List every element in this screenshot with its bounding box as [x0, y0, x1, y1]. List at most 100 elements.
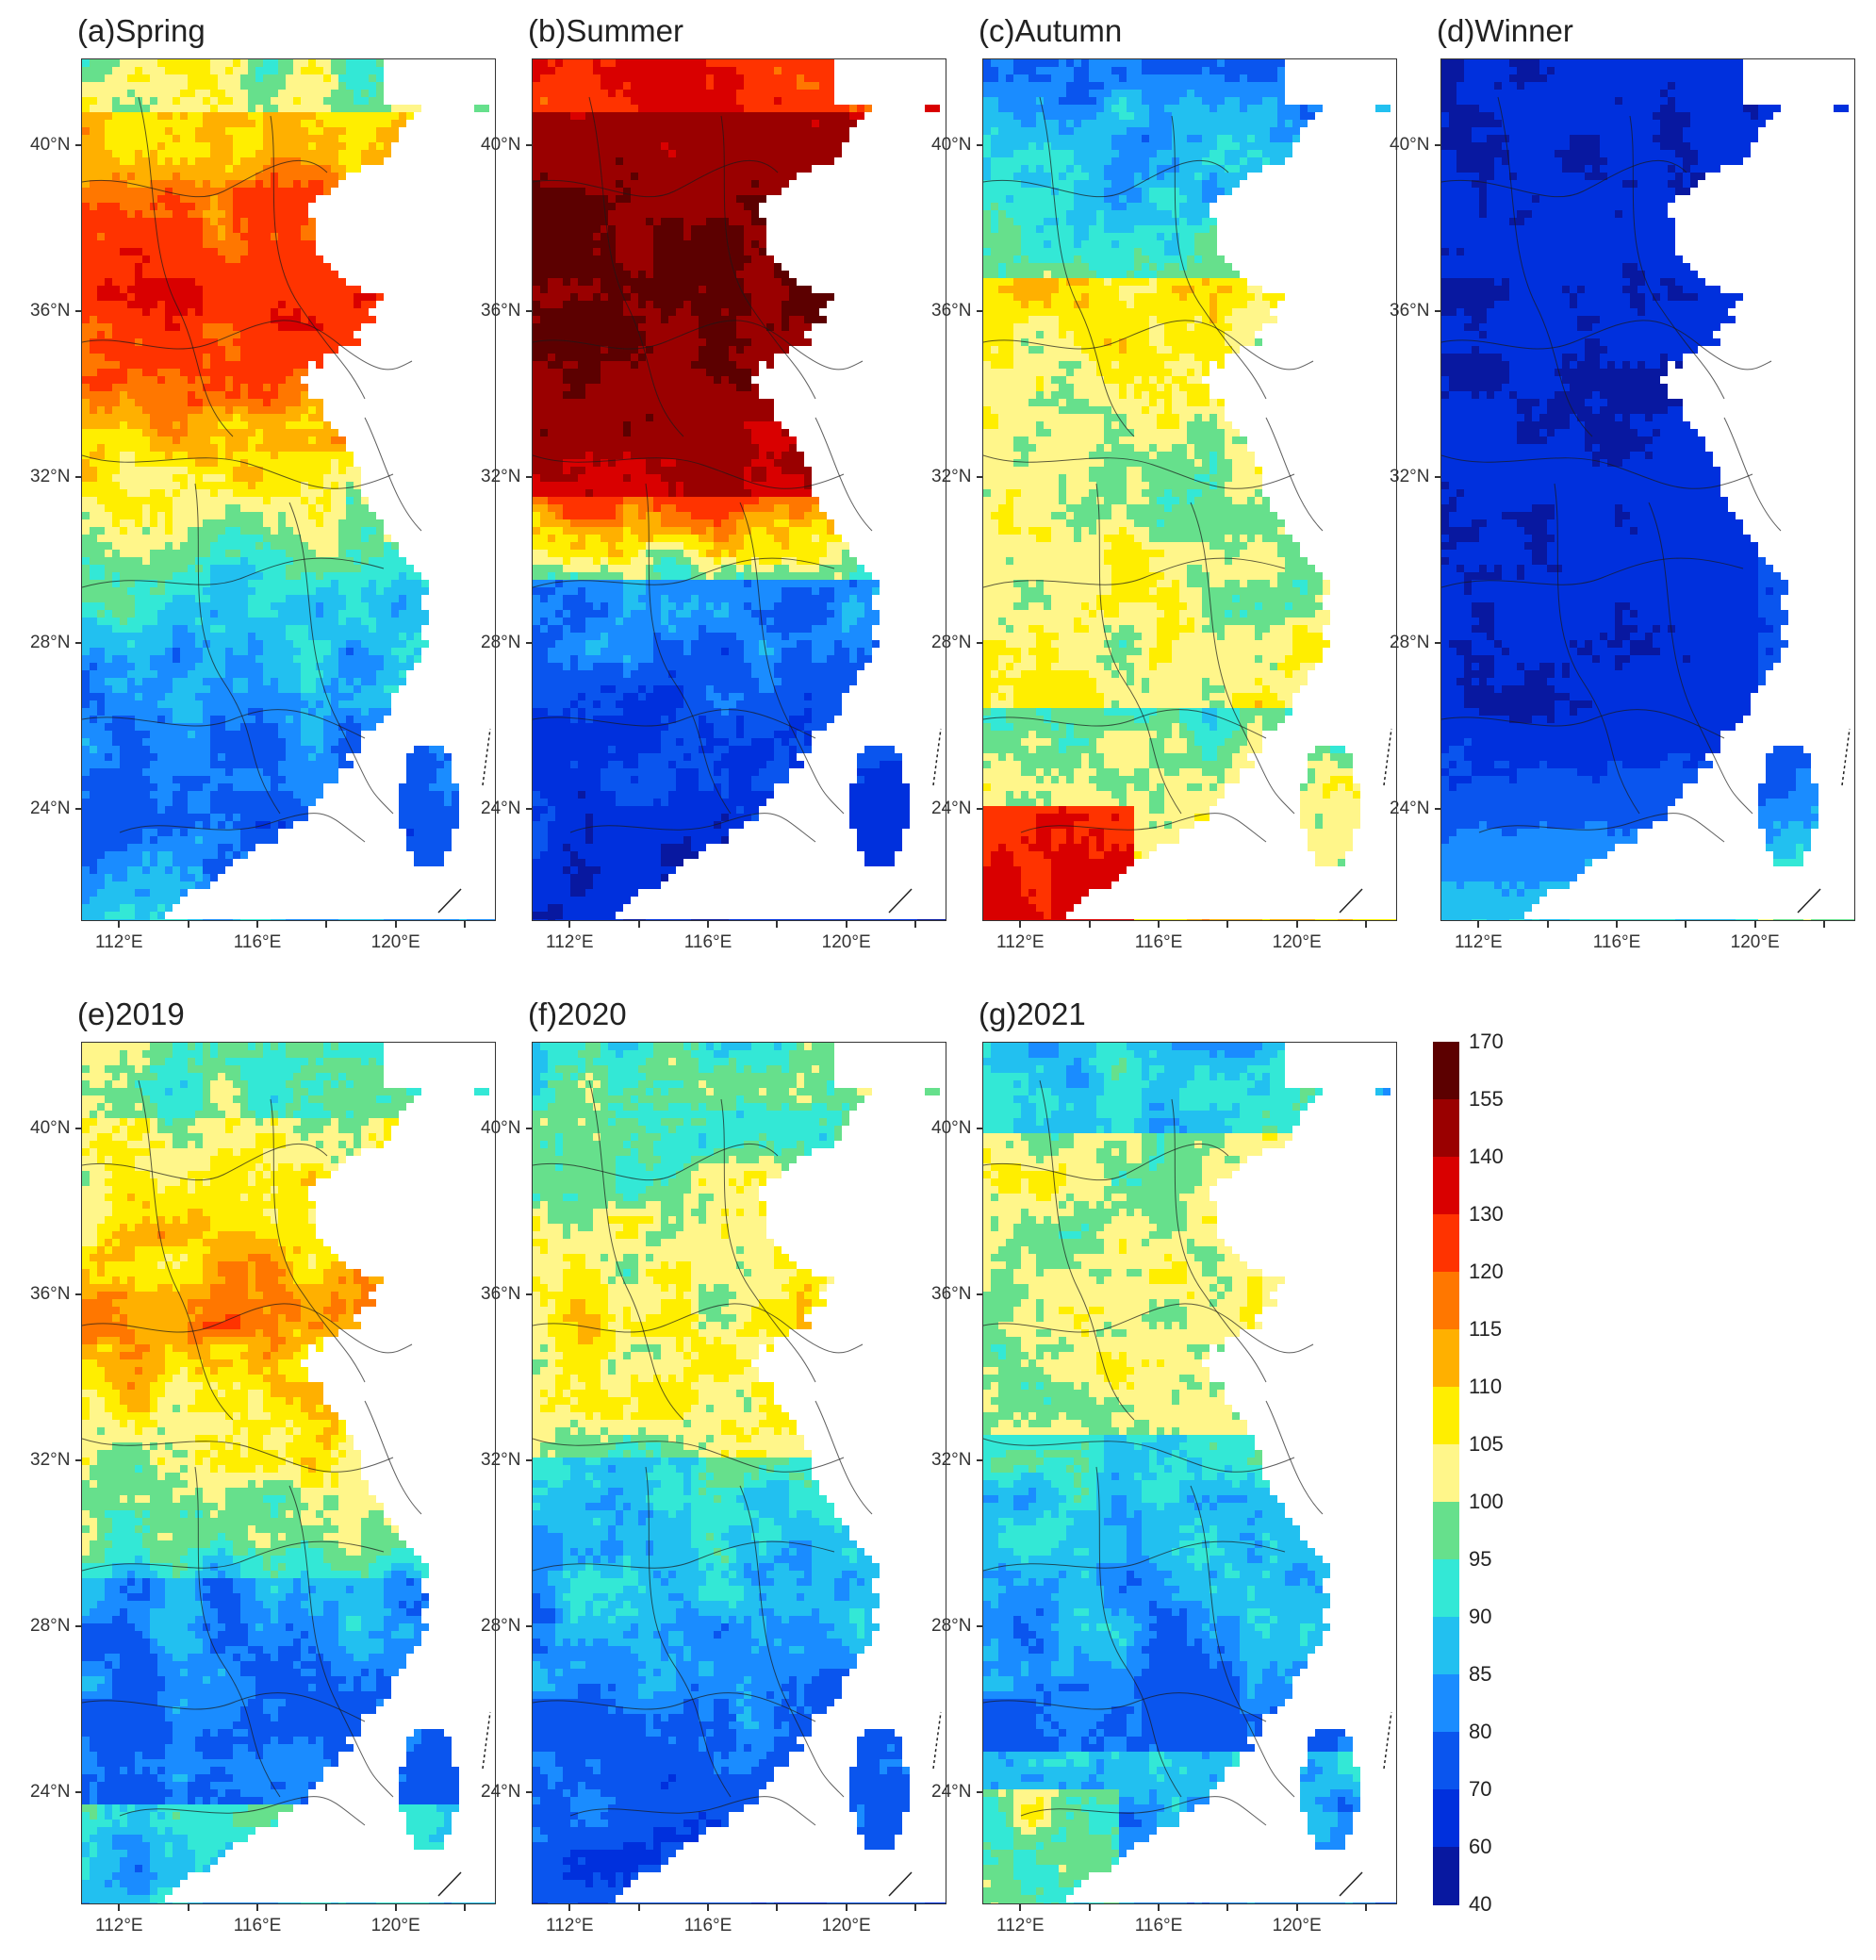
latitude-tick	[977, 808, 982, 811]
colorbar-swatch	[1433, 1559, 1459, 1618]
latitude-tick	[75, 642, 81, 645]
colorbar-tick-label: 90	[1469, 1605, 1491, 1629]
longitude-label: 112°E	[95, 932, 143, 953]
raster-cells	[533, 1043, 946, 1903]
map-panel-b: (b)Summer 40°N 36°N 32°N 28°N 24°N 112°E 116°E 1…	[481, 13, 946, 952]
longitude-tick	[118, 921, 121, 928]
latitude-label: 40°N	[1390, 135, 1429, 156]
panel-title: (e)2019	[77, 996, 185, 1032]
longitude-tick	[1019, 921, 1022, 928]
province-borders	[82, 1079, 491, 1897]
colorbar-tick-label: 40	[1469, 1892, 1491, 1917]
longitude-tick	[1753, 921, 1756, 928]
colorbar-tick-label: 85	[1469, 1662, 1491, 1687]
longitude-tick	[1616, 921, 1618, 928]
colorbar-swatch	[1433, 1387, 1459, 1445]
longitude-label: 116°E	[684, 1916, 732, 1936]
latitude-tick	[75, 1459, 81, 1462]
map-raster	[1441, 59, 1854, 920]
latitude-tick	[526, 1791, 532, 1794]
latitude-tick	[75, 1791, 81, 1794]
province-borders	[82, 96, 491, 914]
latitude-label: 36°N	[481, 301, 520, 321]
latitude-label: 28°N	[931, 1616, 971, 1637]
colorbar-tick-label: 110	[1469, 1375, 1502, 1399]
longitude-tick	[1226, 1904, 1229, 1911]
longitude-tick	[256, 921, 258, 928]
map-area	[982, 58, 1397, 921]
latitude-tick	[526, 1625, 532, 1628]
longitude-label: 120°E	[822, 1916, 871, 1936]
latitude-tick	[977, 1293, 982, 1296]
longitude-label: 116°E	[1135, 1916, 1183, 1936]
longitude-label: 112°E	[95, 1916, 143, 1936]
map-raster	[983, 59, 1396, 920]
longitude-label: 116°E	[684, 932, 732, 953]
longitude-label: 116°E	[234, 1916, 282, 1936]
colorbar-swatch	[1433, 1214, 1459, 1273]
map-panel-f: (f)2020 40°N 36°N 32°N 28°N 24°N 112°E 116°E 120…	[481, 996, 946, 1935]
panel-title: (g)2021	[979, 996, 1086, 1032]
map-panel-e: (e)2019 40°N 36°N 32°N 28°N 24°N 112°E 116°E 120…	[30, 996, 496, 1935]
longitude-tick	[1158, 921, 1160, 928]
latitude-tick	[977, 642, 982, 645]
latitude-tick	[977, 1791, 982, 1794]
latitude-tick	[526, 808, 532, 811]
colorbar	[1433, 1042, 1459, 1905]
raster-cells	[82, 1043, 495, 1903]
latitude-label: 32°N	[481, 1450, 520, 1471]
latitude-label: 36°N	[30, 301, 70, 321]
province-borders	[533, 1079, 942, 1897]
longitude-label: 112°E	[996, 1916, 1045, 1936]
latitude-tick	[526, 1459, 532, 1462]
latitude-label: 36°N	[931, 301, 971, 321]
map-panel-d: (d)Winner 40°N 36°N 32°N 28°N 24°N 112°E 116°E 1…	[1390, 13, 1855, 952]
latitude-tick	[526, 642, 532, 645]
colorbar-swatch	[1433, 1099, 1459, 1158]
longitude-tick	[187, 921, 189, 928]
longitude-tick	[1365, 921, 1367, 928]
colorbar-tick-label: 105	[1469, 1432, 1504, 1457]
longitude-tick	[256, 1904, 258, 1911]
colorbar-swatch	[1433, 1042, 1459, 1100]
latitude-label: 32°N	[931, 467, 971, 487]
province-borders	[533, 96, 942, 914]
longitude-tick	[914, 921, 916, 928]
longitude-tick	[568, 921, 571, 928]
province-borders	[983, 1079, 1392, 1897]
longitude-tick	[325, 921, 328, 928]
latitude-tick	[977, 1459, 982, 1462]
map-area	[982, 1042, 1397, 1904]
raster-cells	[533, 59, 946, 920]
latitude-tick	[526, 476, 532, 479]
latitude-label: 32°N	[931, 1450, 971, 1471]
longitude-tick	[1158, 1904, 1160, 1911]
latitude-label: 40°N	[30, 135, 70, 156]
map-area	[81, 58, 496, 921]
colorbar-swatch	[1433, 1847, 1459, 1905]
longitude-tick	[325, 1904, 328, 1911]
longitude-tick	[1477, 921, 1480, 928]
panel-title: (c)Autumn	[979, 13, 1122, 49]
panel-title: (a)Spring	[77, 13, 206, 49]
longitude-tick	[845, 1904, 847, 1911]
latitude-tick	[1435, 144, 1440, 147]
longitude-tick	[1226, 921, 1229, 928]
longitude-tick	[464, 921, 466, 928]
panel-title: (b)Summer	[528, 13, 683, 49]
latitude-label: 36°N	[931, 1284, 971, 1305]
latitude-label: 32°N	[30, 467, 70, 487]
map-raster	[82, 1043, 495, 1903]
longitude-label: 116°E	[234, 932, 282, 953]
map-raster	[533, 1043, 946, 1903]
province-borders	[983, 96, 1392, 914]
longitude-label: 120°E	[1273, 1916, 1322, 1936]
latitude-label: 40°N	[931, 1118, 971, 1139]
map-panel-a: (a)Spring 40°N 36°N 32°N 28°N 24°N 112°E 116°E 1…	[30, 13, 496, 952]
longitude-tick	[914, 1904, 916, 1911]
colorbar-swatch	[1433, 1157, 1459, 1215]
longitude-label: 120°E	[822, 932, 871, 953]
latitude-tick	[1435, 476, 1440, 479]
latitude-label: 28°N	[1390, 633, 1429, 653]
colorbar-tick-label: 155	[1469, 1087, 1504, 1112]
